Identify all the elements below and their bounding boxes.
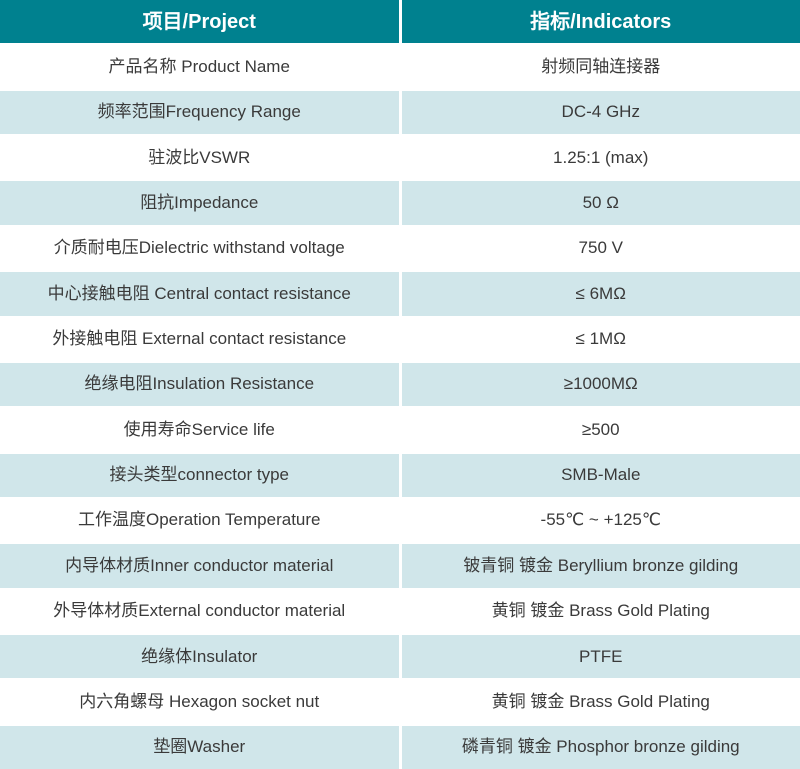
project-cell: 内导体材质Inner conductor material <box>0 544 399 588</box>
table-row: 使用寿命Service life ≥500 <box>0 408 800 452</box>
project-cell: 工作温度Operation Temperature <box>0 498 399 543</box>
table-row: 外接触电阻 External contact resistance ≤ 1MΩ <box>0 317 800 361</box>
indicator-cell: 磷青铜 镀金 Phosphor bronze gilding <box>401 725 800 769</box>
project-cell: 外导体材质External conductor material <box>0 589 399 634</box>
project-cell: 绝缘电阻Insulation Resistance <box>0 362 399 407</box>
indicator-cell: PTFE <box>401 635 800 679</box>
table-row: 产品名称 Product Name 射频同轴连接器 <box>0 45 800 89</box>
project-cell: 内六角螺母 Hexagon socket nut <box>0 680 399 724</box>
table-row: 工作温度Operation Temperature -55℃ ~ +125℃ <box>0 498 800 543</box>
table-row: 中心接触电阻 Central contact resistance ≤ 6MΩ <box>0 272 800 316</box>
table-header-row: 项目/Project 指标/Indicators <box>0 0 800 44</box>
project-cell: 外接触电阻 External contact resistance <box>0 317 399 361</box>
indicator-cell: ≤ 1MΩ <box>401 317 800 361</box>
table-row: 频率范围Frequency Range DC-4 GHz <box>0 90 800 135</box>
indicator-cell: ≤ 6MΩ <box>401 272 800 316</box>
indicator-cell: 铍青铜 镀金 Beryllium bronze gilding <box>401 544 800 588</box>
indicator-cell: 黄铜 镀金 Brass Gold Plating <box>401 680 800 724</box>
project-cell: 介质耐电压Dielectric withstand voltage <box>0 226 399 271</box>
table-row: 内六角螺母 Hexagon socket nut 黄铜 镀金 Brass Gol… <box>0 680 800 724</box>
project-cell: 产品名称 Product Name <box>0 45 399 89</box>
indicator-cell: ≥500 <box>401 408 800 452</box>
indicator-cell: ≥1000MΩ <box>401 362 800 407</box>
project-cell: 接头类型connector type <box>0 453 399 497</box>
table-row: 垫圈Washer 磷青铜 镀金 Phosphor bronze gilding <box>0 725 800 769</box>
table-row: 介质耐电压Dielectric withstand voltage 750 V <box>0 226 800 271</box>
project-cell: 中心接触电阻 Central contact resistance <box>0 272 399 316</box>
table-row: 绝缘电阻Insulation Resistance ≥1000MΩ <box>0 362 800 407</box>
project-cell: 阻抗Impedance <box>0 181 399 225</box>
table-row: 驻波比VSWR 1.25:1 (max) <box>0 136 800 180</box>
indicator-cell: 1.25:1 (max) <box>401 136 800 180</box>
table-row: 绝缘体Insulator PTFE <box>0 635 800 679</box>
indicator-cell: SMB-Male <box>401 453 800 497</box>
column-header-project: 项目/Project <box>0 0 399 44</box>
indicator-cell: DC-4 GHz <box>401 90 800 135</box>
indicator-cell: 750 V <box>401 226 800 271</box>
project-cell: 垫圈Washer <box>0 725 399 769</box>
indicator-cell: 射频同轴连接器 <box>401 45 800 89</box>
table-row: 阻抗Impedance 50 Ω <box>0 181 800 225</box>
indicator-cell: 50 Ω <box>401 181 800 225</box>
project-cell: 频率范围Frequency Range <box>0 90 399 135</box>
project-cell: 绝缘体Insulator <box>0 635 399 679</box>
project-cell: 驻波比VSWR <box>0 136 399 180</box>
column-header-indicators: 指标/Indicators <box>401 0 800 44</box>
table-row: 接头类型connector type SMB-Male <box>0 453 800 497</box>
project-cell: 使用寿命Service life <box>0 408 399 452</box>
table-row: 外导体材质External conductor material 黄铜 镀金 B… <box>0 589 800 634</box>
indicator-cell: 黄铜 镀金 Brass Gold Plating <box>401 589 800 634</box>
table-row: 内导体材质Inner conductor material 铍青铜 镀金 Ber… <box>0 544 800 588</box>
indicator-cell: -55℃ ~ +125℃ <box>401 498 800 543</box>
